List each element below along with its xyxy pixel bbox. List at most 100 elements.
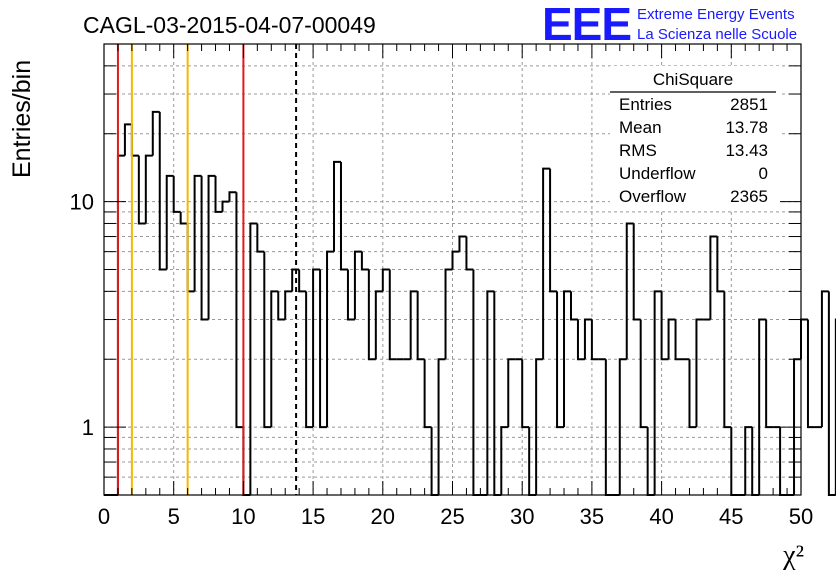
stats-row-label: Mean — [619, 118, 662, 137]
x-tick-label: 35 — [580, 504, 604, 529]
histogram-bin — [576, 319, 585, 361]
histogram-bin — [458, 235, 467, 252]
histogram-bin — [388, 269, 397, 361]
histogram-bin — [312, 268, 321, 428]
histogram-bin — [423, 359, 432, 429]
stats-row-label: RMS — [619, 141, 657, 160]
histogram-bin — [507, 358, 516, 428]
eee-logo: EEE Extreme Energy Events La Scienza nel… — [542, 0, 797, 50]
histogram-bin — [409, 290, 418, 360]
histogram-bin — [549, 168, 558, 293]
x-tick-label: 40 — [649, 504, 673, 529]
histogram-bin — [667, 318, 676, 360]
stats-row-value: 2365 — [730, 187, 768, 206]
stats-row-label: Underflow — [619, 164, 696, 183]
histogram-bin — [695, 318, 704, 428]
x-tick-label: 0 — [98, 504, 110, 529]
histogram-bin — [193, 174, 202, 292]
stats-row-value: 13.43 — [725, 141, 768, 160]
histogram-bin — [451, 250, 460, 270]
histogram-bin — [235, 192, 244, 429]
histogram-bin — [674, 319, 683, 361]
stats-box-background — [610, 66, 780, 210]
histogram-bin — [437, 358, 446, 495]
stats-row-value: 0 — [759, 164, 768, 183]
histogram-bin — [151, 110, 160, 156]
histogram-bin — [556, 291, 565, 429]
histogram-bin — [744, 426, 753, 495]
chart-title: CAGL-03-2015-04-07-00049 — [83, 12, 376, 38]
histogram-bin — [542, 167, 551, 360]
y-tick-label: 1 — [82, 415, 94, 440]
x-tick-label: 5 — [168, 504, 180, 529]
histogram-bin — [653, 290, 662, 495]
stats-name: ChiSquare — [653, 70, 733, 89]
histogram-bin — [228, 191, 237, 202]
histogram-bin — [137, 155, 146, 225]
histogram-bin — [116, 154, 125, 495]
histogram-bin — [339, 161, 348, 271]
histogram-bin — [800, 318, 808, 360]
histogram-bin — [179, 211, 188, 225]
histogram-bin — [688, 359, 697, 429]
histogram-bin — [465, 236, 474, 271]
x-tick-label: 45 — [719, 504, 743, 529]
stats-row-label: Entries — [619, 95, 672, 114]
histogram-bin — [130, 124, 139, 157]
histogram-bin — [765, 319, 774, 429]
stats-box: ChiSquare Entries 2851 Mean 13.78 RMS 13.43 Un… — [610, 66, 780, 210]
histogram-bin — [660, 291, 669, 361]
x-tick-label: 10 — [231, 504, 255, 529]
histogram-bin — [625, 222, 634, 360]
histogram-bin — [632, 223, 641, 321]
histogram-bin — [758, 318, 767, 495]
histogram-bin — [709, 235, 718, 320]
histogram-bin — [319, 269, 328, 429]
histogram-bin — [256, 223, 265, 253]
histogram-bin — [298, 269, 307, 293]
marker-lines-layer — [116, 44, 298, 495]
histogram-bin — [563, 290, 571, 428]
y-tick-label: 10 — [70, 190, 94, 215]
x-tick-label: 30 — [510, 504, 534, 529]
histogram-bin — [186, 223, 195, 293]
logo-line-2: La Scienza nelle Scuole — [637, 26, 797, 43]
histogram-bin — [144, 154, 153, 224]
histogram-bin — [416, 291, 425, 361]
histogram-bin — [723, 291, 732, 429]
histogram-bin — [583, 318, 592, 360]
histogram-bin — [123, 123, 132, 156]
histogram-bin — [535, 358, 544, 495]
histogram-bin — [639, 319, 648, 429]
histogram-bin — [618, 358, 627, 495]
x-tick-label: 50 — [789, 504, 813, 529]
histogram-bin — [493, 291, 502, 496]
histogram-bin — [716, 236, 725, 293]
histogram-bin — [284, 290, 293, 320]
histogram-bin — [806, 319, 815, 429]
histogram-bin — [353, 250, 362, 320]
stats-row-value: 2851 — [730, 95, 768, 114]
histogram-bin — [569, 291, 578, 321]
histogram-bin — [200, 175, 209, 321]
histogram-bin — [249, 222, 258, 495]
stats-row-value: 13.78 — [725, 118, 768, 137]
histogram-bin — [165, 174, 174, 270]
histogram-bin — [500, 426, 509, 495]
histogram-bin — [270, 290, 279, 428]
histogram-bin — [367, 269, 376, 361]
histogram-bin — [827, 291, 836, 496]
histogram-bin — [263, 251, 272, 429]
x-tick-label: 20 — [371, 504, 395, 529]
stats-rows: Entries 2851 Mean 13.78 RMS 13.43 Underflow 0 Ov… — [619, 95, 768, 206]
histogram-bin — [521, 359, 530, 429]
histogram-bin — [374, 290, 383, 360]
ticks-layer: 0 5 10 15 20 25 30 35 40 45 50 1 10 — [70, 43, 813, 529]
histogram-bin — [820, 290, 829, 428]
x-tick-label: 25 — [440, 504, 464, 529]
y-axis-label: Entries/bin — [8, 60, 36, 178]
x-axis-label: χ² — [782, 540, 804, 571]
histogram-bin — [326, 250, 335, 428]
stats-row-label: Overflow — [619, 187, 687, 206]
